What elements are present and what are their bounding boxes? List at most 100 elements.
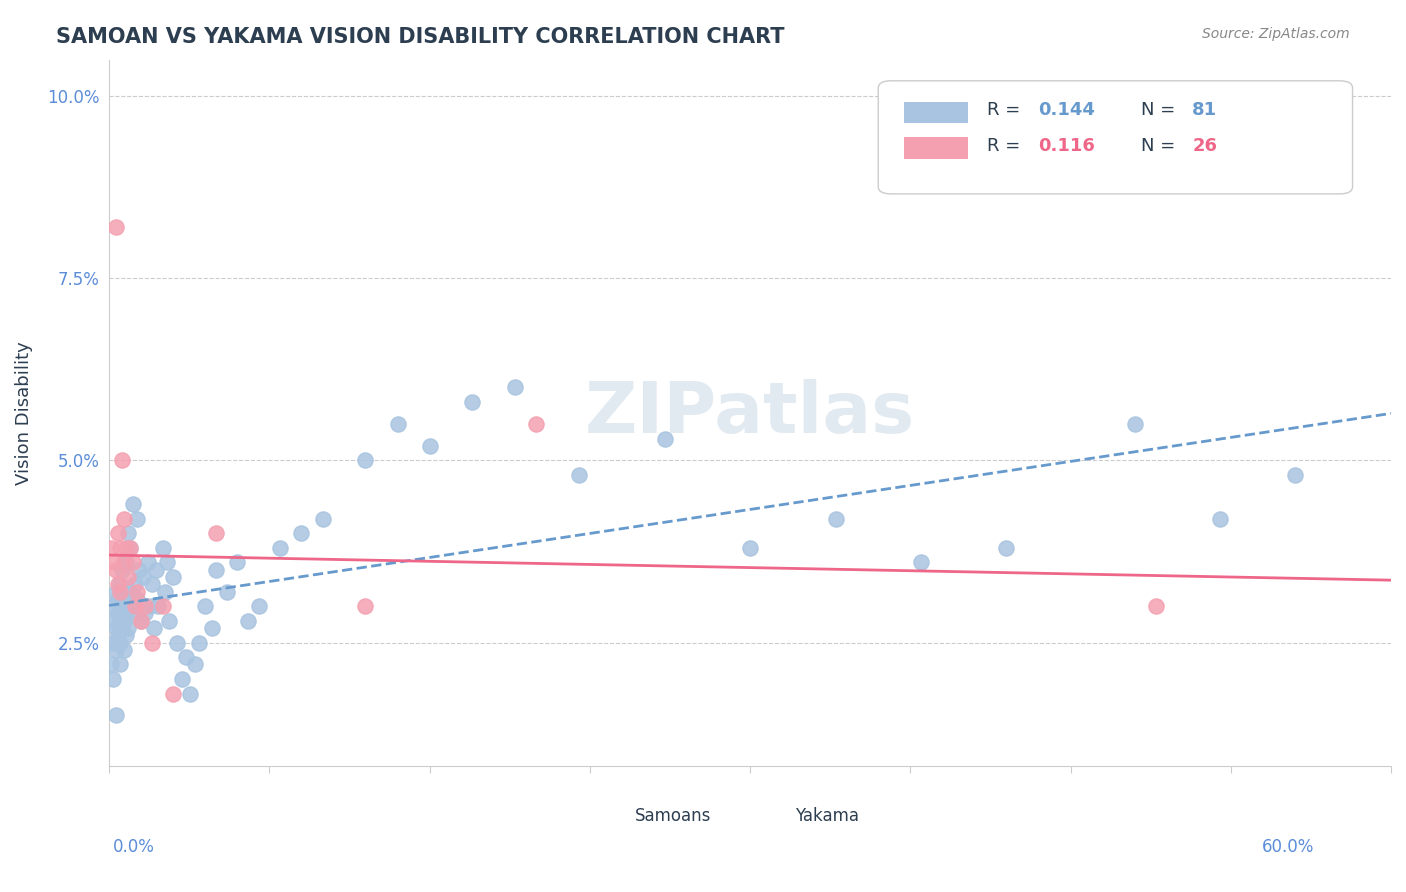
Point (148, 599, 170, 613)
Point (226, 555, 249, 569)
Text: R =: R = (987, 136, 1026, 155)
Point (194, 599, 217, 613)
Point (112, 642, 135, 657)
Point (100, 541, 122, 555)
Point (128, 563, 150, 577)
Point (156, 555, 179, 569)
Point (121, 599, 143, 613)
Point (503, 380, 526, 394)
Point (236, 614, 259, 628)
Point (103, 614, 125, 628)
Point (654, 432, 676, 446)
Point (100, 599, 122, 613)
Point (1284, 467, 1306, 482)
Point (174, 650, 197, 665)
Point (354, 453, 377, 467)
Point (104, 621, 127, 635)
Point (108, 614, 131, 628)
Text: Source: ZipAtlas.com: Source: ZipAtlas.com (1202, 27, 1350, 41)
Point (157, 614, 180, 628)
Point (112, 555, 135, 569)
Point (115, 607, 138, 621)
Point (111, 563, 134, 577)
Point (129, 614, 152, 628)
Point (461, 395, 484, 409)
Point (419, 439, 441, 453)
Point (1123, 417, 1146, 431)
Point (152, 599, 174, 613)
Point (738, 541, 761, 555)
FancyBboxPatch shape (769, 809, 807, 827)
Point (115, 555, 138, 569)
Text: R =: R = (987, 102, 1026, 120)
Point (112, 584, 135, 599)
Point (120, 541, 142, 555)
Point (108, 577, 131, 591)
Point (134, 607, 156, 621)
Point (103, 672, 125, 686)
Point (205, 563, 228, 577)
Point (132, 570, 155, 584)
FancyBboxPatch shape (879, 81, 1353, 194)
Point (1209, 511, 1232, 525)
Point (141, 635, 163, 649)
Point (111, 621, 134, 635)
Point (117, 621, 139, 635)
Point (104, 642, 127, 657)
Point (108, 657, 131, 672)
Point (108, 635, 131, 649)
Point (145, 563, 167, 577)
Point (129, 614, 152, 628)
Text: Samoans: Samoans (636, 807, 711, 825)
Point (115, 541, 138, 555)
Point (104, 563, 127, 577)
Point (111, 453, 134, 467)
Point (115, 628, 138, 642)
Point (824, 511, 846, 525)
Point (124, 577, 146, 591)
Point (120, 541, 142, 555)
Point (125, 511, 148, 525)
Point (152, 541, 174, 555)
Point (124, 607, 146, 621)
Point (179, 687, 201, 701)
Point (117, 570, 139, 584)
Point (100, 657, 122, 672)
Text: 81: 81 (1192, 102, 1218, 120)
Point (162, 687, 184, 701)
Text: 0.116: 0.116 (1039, 136, 1095, 155)
Point (568, 467, 591, 482)
Point (107, 577, 129, 591)
Text: 0.144: 0.144 (1039, 102, 1095, 120)
Point (111, 599, 134, 613)
Point (134, 599, 156, 613)
Point (910, 555, 932, 569)
Point (183, 657, 205, 672)
Point (215, 584, 238, 599)
Text: N =: N = (1142, 136, 1181, 155)
Point (125, 591, 148, 606)
FancyBboxPatch shape (904, 102, 967, 123)
Point (166, 635, 188, 649)
Point (104, 584, 127, 599)
Point (290, 526, 312, 541)
Point (141, 577, 163, 591)
Point (107, 526, 129, 541)
Point (104, 220, 127, 235)
Point (103, 635, 125, 649)
Point (117, 526, 139, 541)
Text: Yakama: Yakama (794, 807, 859, 825)
Point (107, 607, 129, 621)
Text: 26: 26 (1192, 136, 1218, 155)
Text: SAMOAN VS YAKAMA VISION DISABILITY CORRELATION CHART: SAMOAN VS YAKAMA VISION DISABILITY CORRE… (56, 27, 785, 46)
Point (995, 541, 1018, 555)
Point (138, 599, 160, 613)
Point (108, 584, 131, 599)
Point (170, 672, 193, 686)
Point (124, 599, 146, 613)
FancyBboxPatch shape (616, 809, 654, 827)
Text: 0.0%: 0.0% (112, 838, 155, 855)
Point (112, 614, 135, 628)
Point (107, 628, 129, 642)
Point (387, 417, 409, 431)
